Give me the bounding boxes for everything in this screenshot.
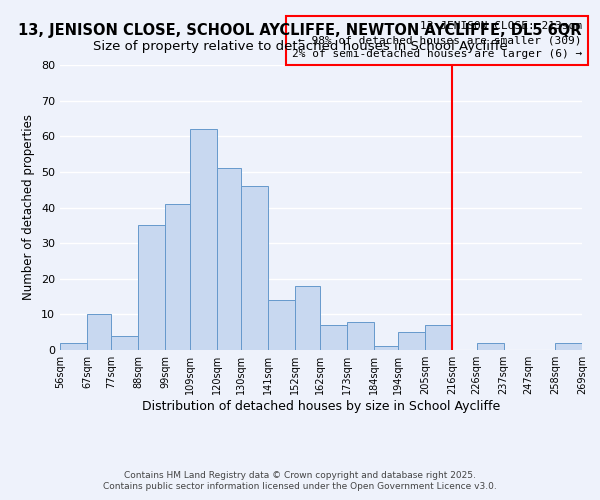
Bar: [374, 346, 398, 350]
Text: Contains public sector information licensed under the Open Government Licence v3: Contains public sector information licen…: [103, 482, 497, 491]
Y-axis label: Number of detached properties: Number of detached properties: [22, 114, 35, 300]
Bar: [60, 343, 87, 350]
Bar: [112, 336, 139, 350]
Text: Contains HM Land Registry data © Crown copyright and database right 2025.: Contains HM Land Registry data © Crown c…: [124, 470, 476, 480]
Bar: [190, 129, 217, 350]
Bar: [347, 322, 374, 350]
X-axis label: Distribution of detached houses by size in School Aycliffe: Distribution of detached houses by size …: [142, 400, 500, 413]
Bar: [555, 343, 582, 350]
Bar: [241, 186, 268, 350]
Bar: [476, 343, 503, 350]
Text: Size of property relative to detached houses in School Aycliffe: Size of property relative to detached ho…: [92, 40, 508, 53]
Text: 13 JENISON CLOSE: 213sqm
← 98% of detached houses are smaller (309)
2% of semi-d: 13 JENISON CLOSE: 213sqm ← 98% of detach…: [292, 22, 582, 60]
Bar: [87, 314, 112, 350]
Bar: [425, 325, 452, 350]
Bar: [268, 300, 295, 350]
Bar: [139, 226, 166, 350]
Bar: [320, 325, 347, 350]
Bar: [398, 332, 425, 350]
Bar: [166, 204, 190, 350]
Bar: [295, 286, 320, 350]
Bar: [217, 168, 241, 350]
Text: 13, JENISON CLOSE, SCHOOL AYCLIFFE, NEWTON AYCLIFFE, DL5 6QR: 13, JENISON CLOSE, SCHOOL AYCLIFFE, NEWT…: [18, 22, 582, 38]
